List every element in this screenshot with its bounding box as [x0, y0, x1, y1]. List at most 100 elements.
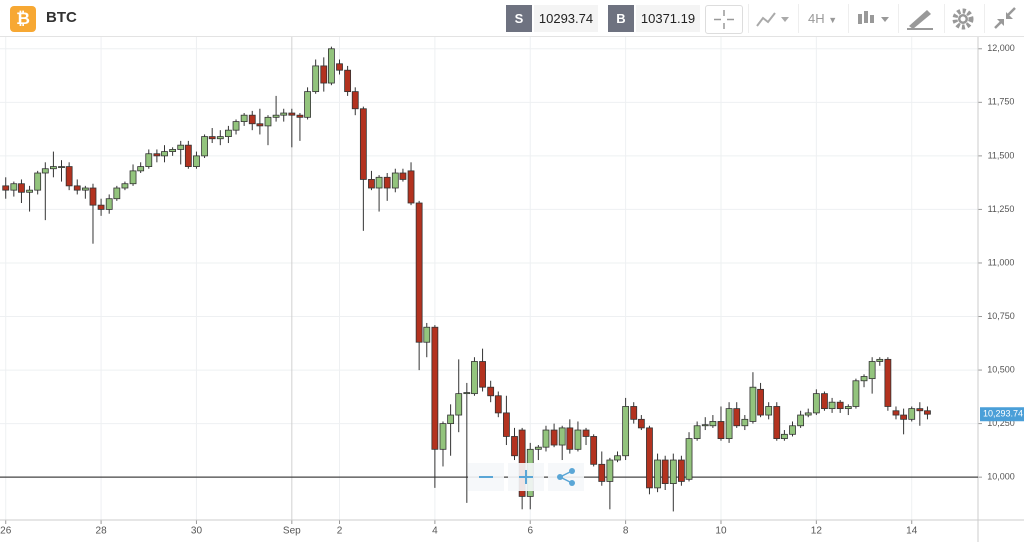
candle-body	[804, 412, 812, 416]
candle-body	[447, 414, 455, 425]
y-tick-label: 11,500	[988, 150, 1015, 160]
candle-body	[50, 166, 57, 170]
candle-body	[216, 136, 224, 140]
candle-body	[184, 144, 192, 167]
interval: 4H	[808, 11, 825, 26]
candle-body	[296, 114, 304, 118]
candle-body	[145, 153, 153, 167]
candle-body	[73, 185, 81, 191]
candle-body	[10, 183, 18, 191]
candle-body	[463, 392, 471, 395]
candle-body	[351, 91, 359, 110]
candle-body	[113, 187, 121, 200]
zoom-buttons[interactable]	[468, 463, 584, 491]
candle-body	[240, 114, 248, 123]
candle-body	[201, 136, 208, 157]
candle-body	[320, 65, 328, 84]
candle-body	[431, 326, 439, 450]
candle-body	[256, 123, 264, 127]
candle-body	[89, 187, 97, 206]
buy-button[interactable]: B	[608, 5, 634, 32]
candle-body	[18, 183, 25, 193]
candle-body	[884, 358, 892, 407]
candle-body	[876, 358, 884, 362]
candle-body	[781, 433, 788, 440]
buy-price[interactable]: 10371.19	[636, 5, 700, 32]
candle-body	[574, 429, 582, 450]
candle-body	[789, 425, 796, 435]
candle-body	[208, 136, 216, 140]
candle-body	[606, 459, 614, 482]
x-tick-label: 6	[527, 526, 533, 537]
candle-body	[439, 423, 447, 450]
candle-style-button[interactable]	[848, 4, 897, 33]
candle-body	[193, 155, 200, 167]
candle-body	[868, 361, 876, 380]
candle-body	[693, 425, 701, 440]
toolbar: ₿ BTC S 10293.74 B 10371.19 4H ▼	[0, 0, 1024, 37]
candle-body	[455, 393, 463, 416]
candle-body	[654, 459, 661, 489]
x-tick-label: 10	[715, 526, 727, 537]
settings-button[interactable]	[944, 4, 981, 33]
share[interactable]	[548, 463, 584, 491]
candle-body	[828, 401, 836, 410]
plot-area	[0, 37, 978, 520]
candle-body	[757, 388, 764, 416]
candle-body	[812, 393, 820, 414]
candle-body	[137, 166, 145, 172]
candle-body	[590, 436, 598, 465]
chart: 10,000 10,250 10,500 10,750 11,000 11,250 11,5…	[0, 37, 1024, 542]
y-tick-label: 11,250	[988, 204, 1015, 214]
candle-body	[685, 438, 693, 480]
candle-body	[916, 408, 924, 412]
candle-body	[511, 436, 518, 457]
candle-body	[678, 459, 685, 482]
sell-button[interactable]: S	[506, 5, 532, 32]
candle-body	[272, 114, 280, 118]
coin-icon: ₿	[10, 6, 36, 32]
last-price-label: 10,293.74	[983, 409, 1023, 419]
zoom-controls	[468, 463, 584, 491]
candle-body	[542, 429, 550, 448]
draw-button[interactable]	[898, 4, 943, 33]
candle-body	[129, 170, 137, 185]
candle-body	[503, 412, 510, 437]
x-tick-label: 12	[811, 526, 823, 537]
candle-body	[900, 414, 908, 420]
y-tick-label: 10,500	[987, 364, 1015, 374]
x-tick-label: 8	[623, 526, 629, 537]
y-tick-label: 10,750	[987, 311, 1015, 321]
candle-body	[177, 144, 185, 150]
x-tick-label: 4	[432, 526, 438, 537]
candle-body	[661, 459, 669, 484]
x-tick-label: 2	[337, 526, 343, 537]
candle-body	[701, 424, 709, 427]
interval-button[interactable]: 4H ▼	[798, 4, 846, 33]
y-tick-label: 11,750	[988, 97, 1015, 107]
candle-body	[65, 166, 73, 187]
candle-body	[773, 406, 781, 440]
x-tick-label: 14	[906, 526, 918, 537]
candle-body	[765, 406, 773, 416]
candle-body	[264, 116, 272, 127]
candle-body	[169, 149, 177, 152]
candle-body	[423, 326, 431, 343]
candle-body	[669, 459, 677, 484]
candle-body	[717, 421, 725, 440]
candle-body	[121, 183, 129, 189]
y-tick-label: 11,000	[988, 257, 1015, 267]
crosshair-button[interactable]	[705, 5, 743, 34]
candle-body	[232, 121, 240, 131]
candle-body	[359, 108, 367, 180]
candle-body	[646, 427, 653, 489]
candle-body	[733, 408, 741, 427]
candle-body	[26, 189, 33, 193]
candle-body	[391, 172, 399, 189]
candle-body	[161, 151, 168, 157]
sell-price[interactable]: 10293.74	[534, 5, 598, 32]
candle-body	[479, 361, 486, 388]
collapse-button[interactable]	[984, 4, 1024, 33]
chart-type-button[interactable]	[748, 4, 797, 33]
